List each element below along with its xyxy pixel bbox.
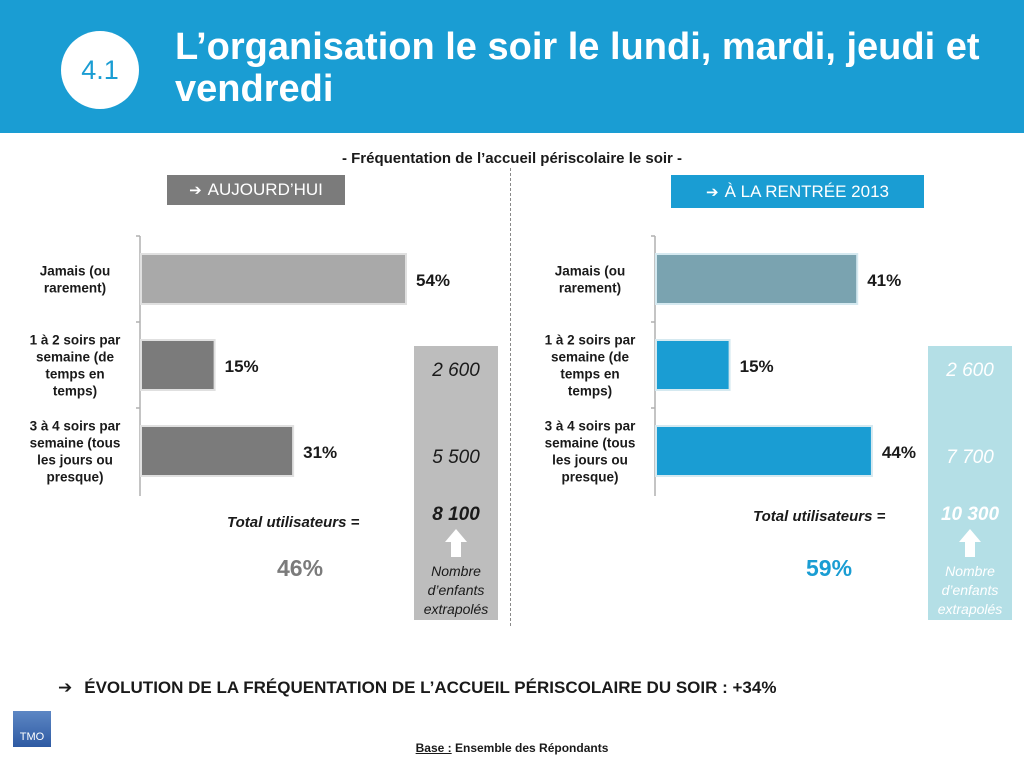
extrapolation-panel-next: 2 600 7 700 10 300 Nombre d’enfants extr… (928, 346, 1012, 620)
total-users-label-today: Total utilisateurs = (227, 514, 360, 531)
extrapolated-value: 5 500 (432, 447, 480, 468)
bar-next-3 (655, 425, 873, 477)
header-band (0, 0, 1024, 133)
right-arrow-icon: ➔ (58, 678, 73, 697)
category-label: 1 à 2 soirs par semaine (de temps en temps) (30, 333, 122, 399)
extrapolated-total: 8 100 (432, 504, 480, 525)
up-arrow-icon (959, 529, 981, 559)
period-tag-next: ➔ À LA RENTRÉE 2013 (671, 175, 924, 208)
bar-value-label: 31% (303, 443, 337, 462)
period-next-label: À LA RENTRÉE 2013 (724, 181, 889, 201)
up-arrow-icon (445, 529, 467, 559)
extrapolation-caption: Nombre d’enfants extrapolés (937, 563, 1003, 617)
bar-value-label: 15% (740, 357, 774, 376)
evolution-text: ÉVOLUTION DE LA FRÉQUENTATION DE L’ACCUE… (84, 678, 777, 697)
right-arrow-icon: ➔ (189, 182, 202, 199)
total-users-pct-next: 59% (806, 555, 853, 581)
bar-today-2 (140, 339, 216, 391)
total-users-pct-today: 46% (277, 555, 324, 581)
tmo-logo: TMO (13, 711, 51, 747)
category-label: Jamais (ou rarement) (555, 264, 626, 296)
column-divider (510, 168, 511, 626)
bar-value-label: 41% (867, 271, 901, 290)
extrapolation-caption: Nombre d’enfants extrapolés (423, 563, 489, 617)
evolution-statement: ➔ ÉVOLUTION DE LA FRÉQUENTATION DE L’ACC… (58, 678, 776, 698)
bar-today-3 (140, 425, 295, 477)
extrapolated-total: 10 300 (940, 504, 1000, 525)
bar-value-label: 44% (882, 443, 916, 462)
base-note: Base : Ensemble des Répondants (0, 741, 1024, 755)
base-key: Base : (415, 741, 452, 755)
chart-subtitle: - Fréquentation de l’accueil périscolair… (341, 150, 683, 167)
bar-today-1 (140, 253, 407, 305)
category-label: Jamais (ou rarement) (40, 264, 111, 296)
bar-next-2 (655, 339, 731, 391)
section-number-badge: 4.1 (61, 31, 139, 109)
extrapolated-value: 2 600 (432, 360, 480, 381)
extrapolation-panel-today: 2 600 5 500 8 100 Nombre d’enfants extra… (414, 346, 498, 620)
base-text: Ensemble des Répondants (455, 741, 609, 755)
period-tag-today: ➔ AUJOURD’HUI (167, 175, 345, 205)
period-today-label: AUJOURD’HUI (207, 180, 323, 199)
logo-text: TMO (19, 731, 45, 743)
bar-value-label: 54% (416, 271, 450, 290)
category-label: 3 à 4 soirs par semaine (tous les jours ou… (545, 419, 637, 485)
bar-value-label: 15% (225, 357, 259, 376)
category-label: 1 à 2 soirs par semaine (de temps en temps) (545, 333, 637, 399)
bar-next-1 (655, 253, 859, 305)
total-users-label-next: Total utilisateurs = (753, 508, 886, 525)
logo-mark (13, 711, 51, 747)
category-label: 3 à 4 soirs par semaine (tous les jours ou… (30, 419, 122, 485)
page-title: L’organisation le soir le lundi, mardi, … (175, 26, 980, 110)
extrapolated-value: 7 700 (946, 447, 994, 468)
extrapolated-value: 2 600 (946, 360, 994, 381)
right-arrow-icon: ➔ (706, 183, 719, 201)
